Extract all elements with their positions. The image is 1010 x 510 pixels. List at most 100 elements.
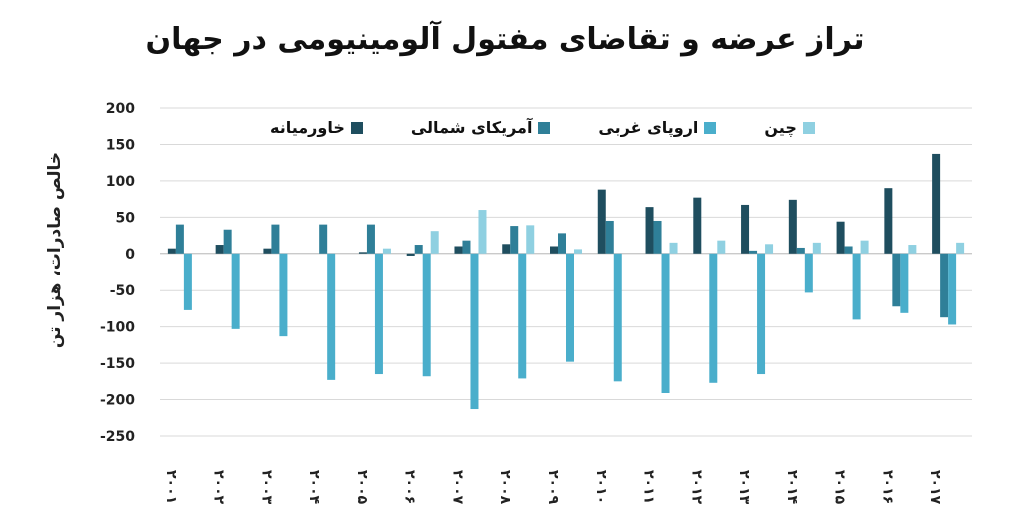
bar: [796, 247, 805, 254]
x-tick-label: ۲۰۱۳: [736, 470, 752, 505]
bar: [757, 253, 766, 375]
bar: [788, 199, 797, 254]
bar: [892, 253, 901, 307]
bar: [605, 220, 614, 254]
x-tick-label: ۲۰۱۷: [927, 470, 943, 505]
x-tick-label: ۲۰۱۶: [879, 470, 895, 504]
legend-label: خاورمیانه: [270, 118, 345, 137]
bar: [932, 153, 941, 254]
x-tick-label: ۲۰۰۳: [258, 470, 274, 505]
bar: [860, 240, 869, 254]
bar: [526, 225, 535, 254]
bar: [804, 253, 813, 293]
y-tick-label: -250: [100, 429, 135, 445]
legend-swatch: [538, 121, 551, 134]
bar: [223, 229, 232, 254]
legend-swatch: [802, 121, 815, 134]
bar: [693, 197, 702, 254]
legend-item-middle-east: خاورمیانه: [270, 118, 363, 137]
y-tick-label: -50: [110, 283, 136, 299]
bar: [462, 240, 471, 254]
bar: [271, 224, 280, 254]
x-tick-label: ۲۰۰۴: [306, 470, 322, 505]
bar: [597, 189, 606, 254]
x-tick-label: ۲۰۰۵: [354, 470, 370, 505]
legend-item-china: چین: [764, 118, 815, 137]
y-tick-label: -100: [100, 320, 135, 336]
y-tick-label: 150: [106, 137, 135, 153]
bar: [661, 253, 670, 393]
bar: [852, 253, 861, 320]
y-tick-label: 200: [106, 101, 135, 117]
bar: [884, 188, 893, 254]
bar: [414, 245, 423, 254]
bar: [406, 253, 415, 256]
legend-label: اروپای غربی: [598, 118, 699, 137]
bar: [183, 253, 192, 310]
bar: [669, 242, 678, 254]
bar: [948, 253, 957, 325]
bar: [741, 204, 750, 254]
x-tick-label: ۲۰۱۰: [593, 470, 609, 504]
bar: [940, 253, 949, 318]
bar: [709, 253, 718, 383]
x-tick-label: ۲۰۱۵: [832, 470, 848, 505]
bar: [382, 248, 391, 254]
bar: [422, 253, 431, 377]
legend-item-western-europe: اروپای غربی: [598, 118, 717, 137]
bar: [175, 224, 184, 254]
bar: [279, 253, 288, 337]
y-tick-label: 50: [116, 210, 136, 226]
bar: [836, 221, 845, 254]
x-tick-label: ۲۰۰۲: [211, 470, 227, 505]
bar: [908, 245, 917, 254]
bar: [812, 242, 821, 254]
y-tick-label: -200: [100, 393, 135, 409]
bar: [374, 253, 383, 375]
x-tick-label: ۲۰۰۸: [497, 470, 513, 505]
bar: [502, 244, 511, 254]
bar: [430, 231, 439, 254]
x-tick-label: ۲۰۰۶: [402, 470, 418, 504]
bar: [231, 253, 240, 329]
y-tick-label: 0: [125, 247, 135, 263]
bar: [358, 252, 367, 254]
bar: [470, 253, 479, 410]
x-tick-label: ۲۰۱۴: [784, 470, 800, 505]
legend-swatch: [350, 121, 363, 134]
legend-item-north-america: آمریکای شمالی: [411, 118, 551, 137]
x-tick-label: ۲۰۱۲: [688, 470, 704, 505]
bar: [765, 244, 774, 254]
x-tick-label: ۲۰۰۹: [545, 470, 561, 505]
bar: [366, 224, 375, 254]
legend-swatch: [704, 121, 717, 134]
bar: [319, 224, 328, 254]
bar: [167, 248, 176, 254]
x-tick-label: ۲۰۰۱: [163, 470, 179, 504]
bar: [749, 250, 758, 254]
bar: [263, 248, 272, 254]
bar: [844, 246, 853, 254]
bar: [327, 253, 336, 380]
legend-label: چین: [764, 118, 797, 137]
bar: [613, 253, 622, 382]
bar: [956, 242, 965, 254]
bar: [215, 245, 224, 254]
bar: [653, 220, 662, 254]
bar: [717, 240, 726, 254]
legend-label: آمریکای شمالی: [410, 118, 533, 137]
bar: [454, 246, 463, 254]
chart-title: تراز عرضه و تقاضای مفتول آلومینیومی در ج…: [145, 22, 865, 57]
x-tick-label: ۲۰۱۱: [641, 470, 657, 504]
legend: خاورمیانه آمریکای شمالی اروپای غربی چین: [270, 118, 815, 137]
bar: [574, 249, 582, 254]
bar: [900, 253, 909, 313]
bar: [566, 253, 574, 362]
x-tick-label: ۲۰۰۷: [449, 470, 465, 505]
bar: [478, 210, 487, 254]
bar: [510, 226, 519, 254]
bar: [558, 233, 566, 254]
bar: [550, 246, 558, 254]
bar: [518, 253, 527, 379]
